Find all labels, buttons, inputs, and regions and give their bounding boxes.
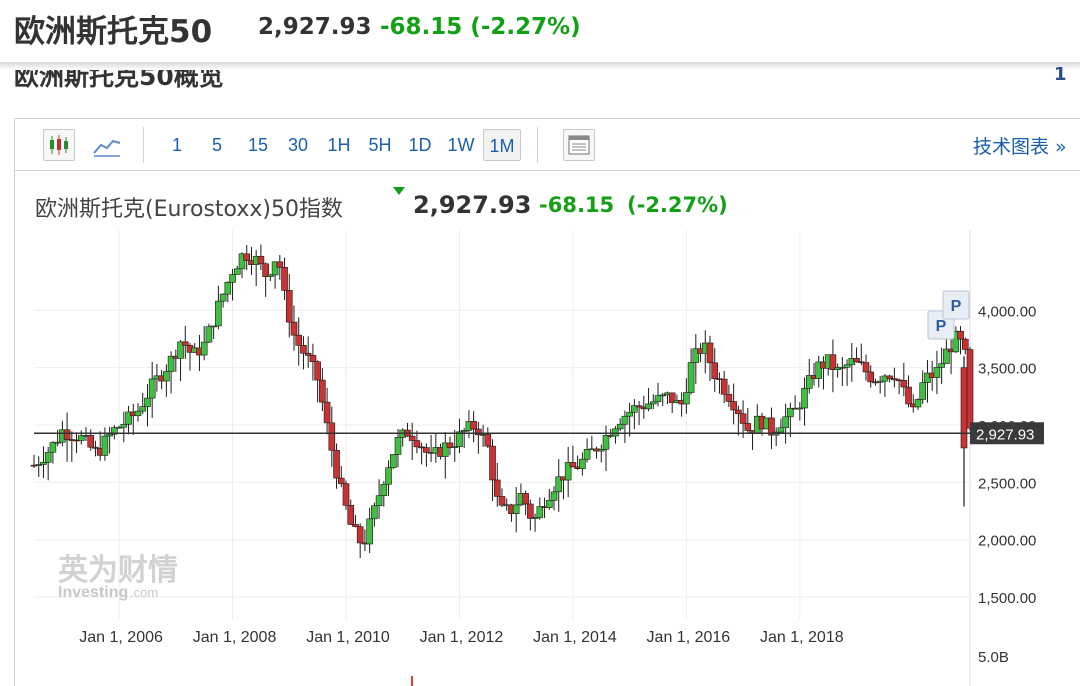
- toolbar-divider: [143, 127, 144, 163]
- quote-header: 欧洲斯托克50 2,927.93 -68.15 (-2.27%): [0, 0, 1080, 62]
- chart-panel: 1 5 15 30 1H 5H 1D 1W 1M 技术图表 » 欧洲斯托克(Eu…: [14, 118, 1080, 686]
- interval-1[interactable]: 1: [171, 135, 182, 155]
- candlestick-icon[interactable]: [43, 129, 75, 161]
- interval-1h[interactable]: 1H: [327, 135, 351, 155]
- header-shadow: [0, 62, 1080, 70]
- page-indicator[interactable]: 1: [1054, 64, 1067, 85]
- interval-30[interactable]: 30: [287, 135, 309, 155]
- line-chart-icon[interactable]: [91, 131, 123, 161]
- interval-5h[interactable]: 5H: [368, 135, 392, 155]
- down-arrow-icon: [393, 187, 405, 195]
- index-change: -68.15 (-2.27%): [380, 14, 581, 40]
- chart-change-pct: (-2.27%): [627, 193, 728, 217]
- chart-instrument-name: 欧洲斯托克(Eurostoxx)50指数: [35, 197, 343, 222]
- index-price: 2,927.93: [258, 14, 372, 40]
- chart-price: 2,927.93: [413, 191, 532, 219]
- interval-1d[interactable]: 1D: [408, 135, 432, 155]
- interval-1w[interactable]: 1W: [447, 135, 475, 155]
- chart-toolbar: 1 5 15 30 1H 5H 1D 1W 1M 技术图表 »: [15, 119, 1080, 171]
- chart-change: -68.15: [539, 193, 615, 217]
- interval-1m[interactable]: 1M: [483, 129, 521, 161]
- interval-5[interactable]: 5: [211, 135, 222, 155]
- toolbar-divider: [537, 127, 538, 163]
- table-icon[interactable]: [563, 129, 595, 161]
- interval-15[interactable]: 15: [247, 135, 269, 155]
- index-title: 欧洲斯托克50: [14, 14, 213, 50]
- technical-chart-link[interactable]: 技术图表 »: [973, 136, 1067, 158]
